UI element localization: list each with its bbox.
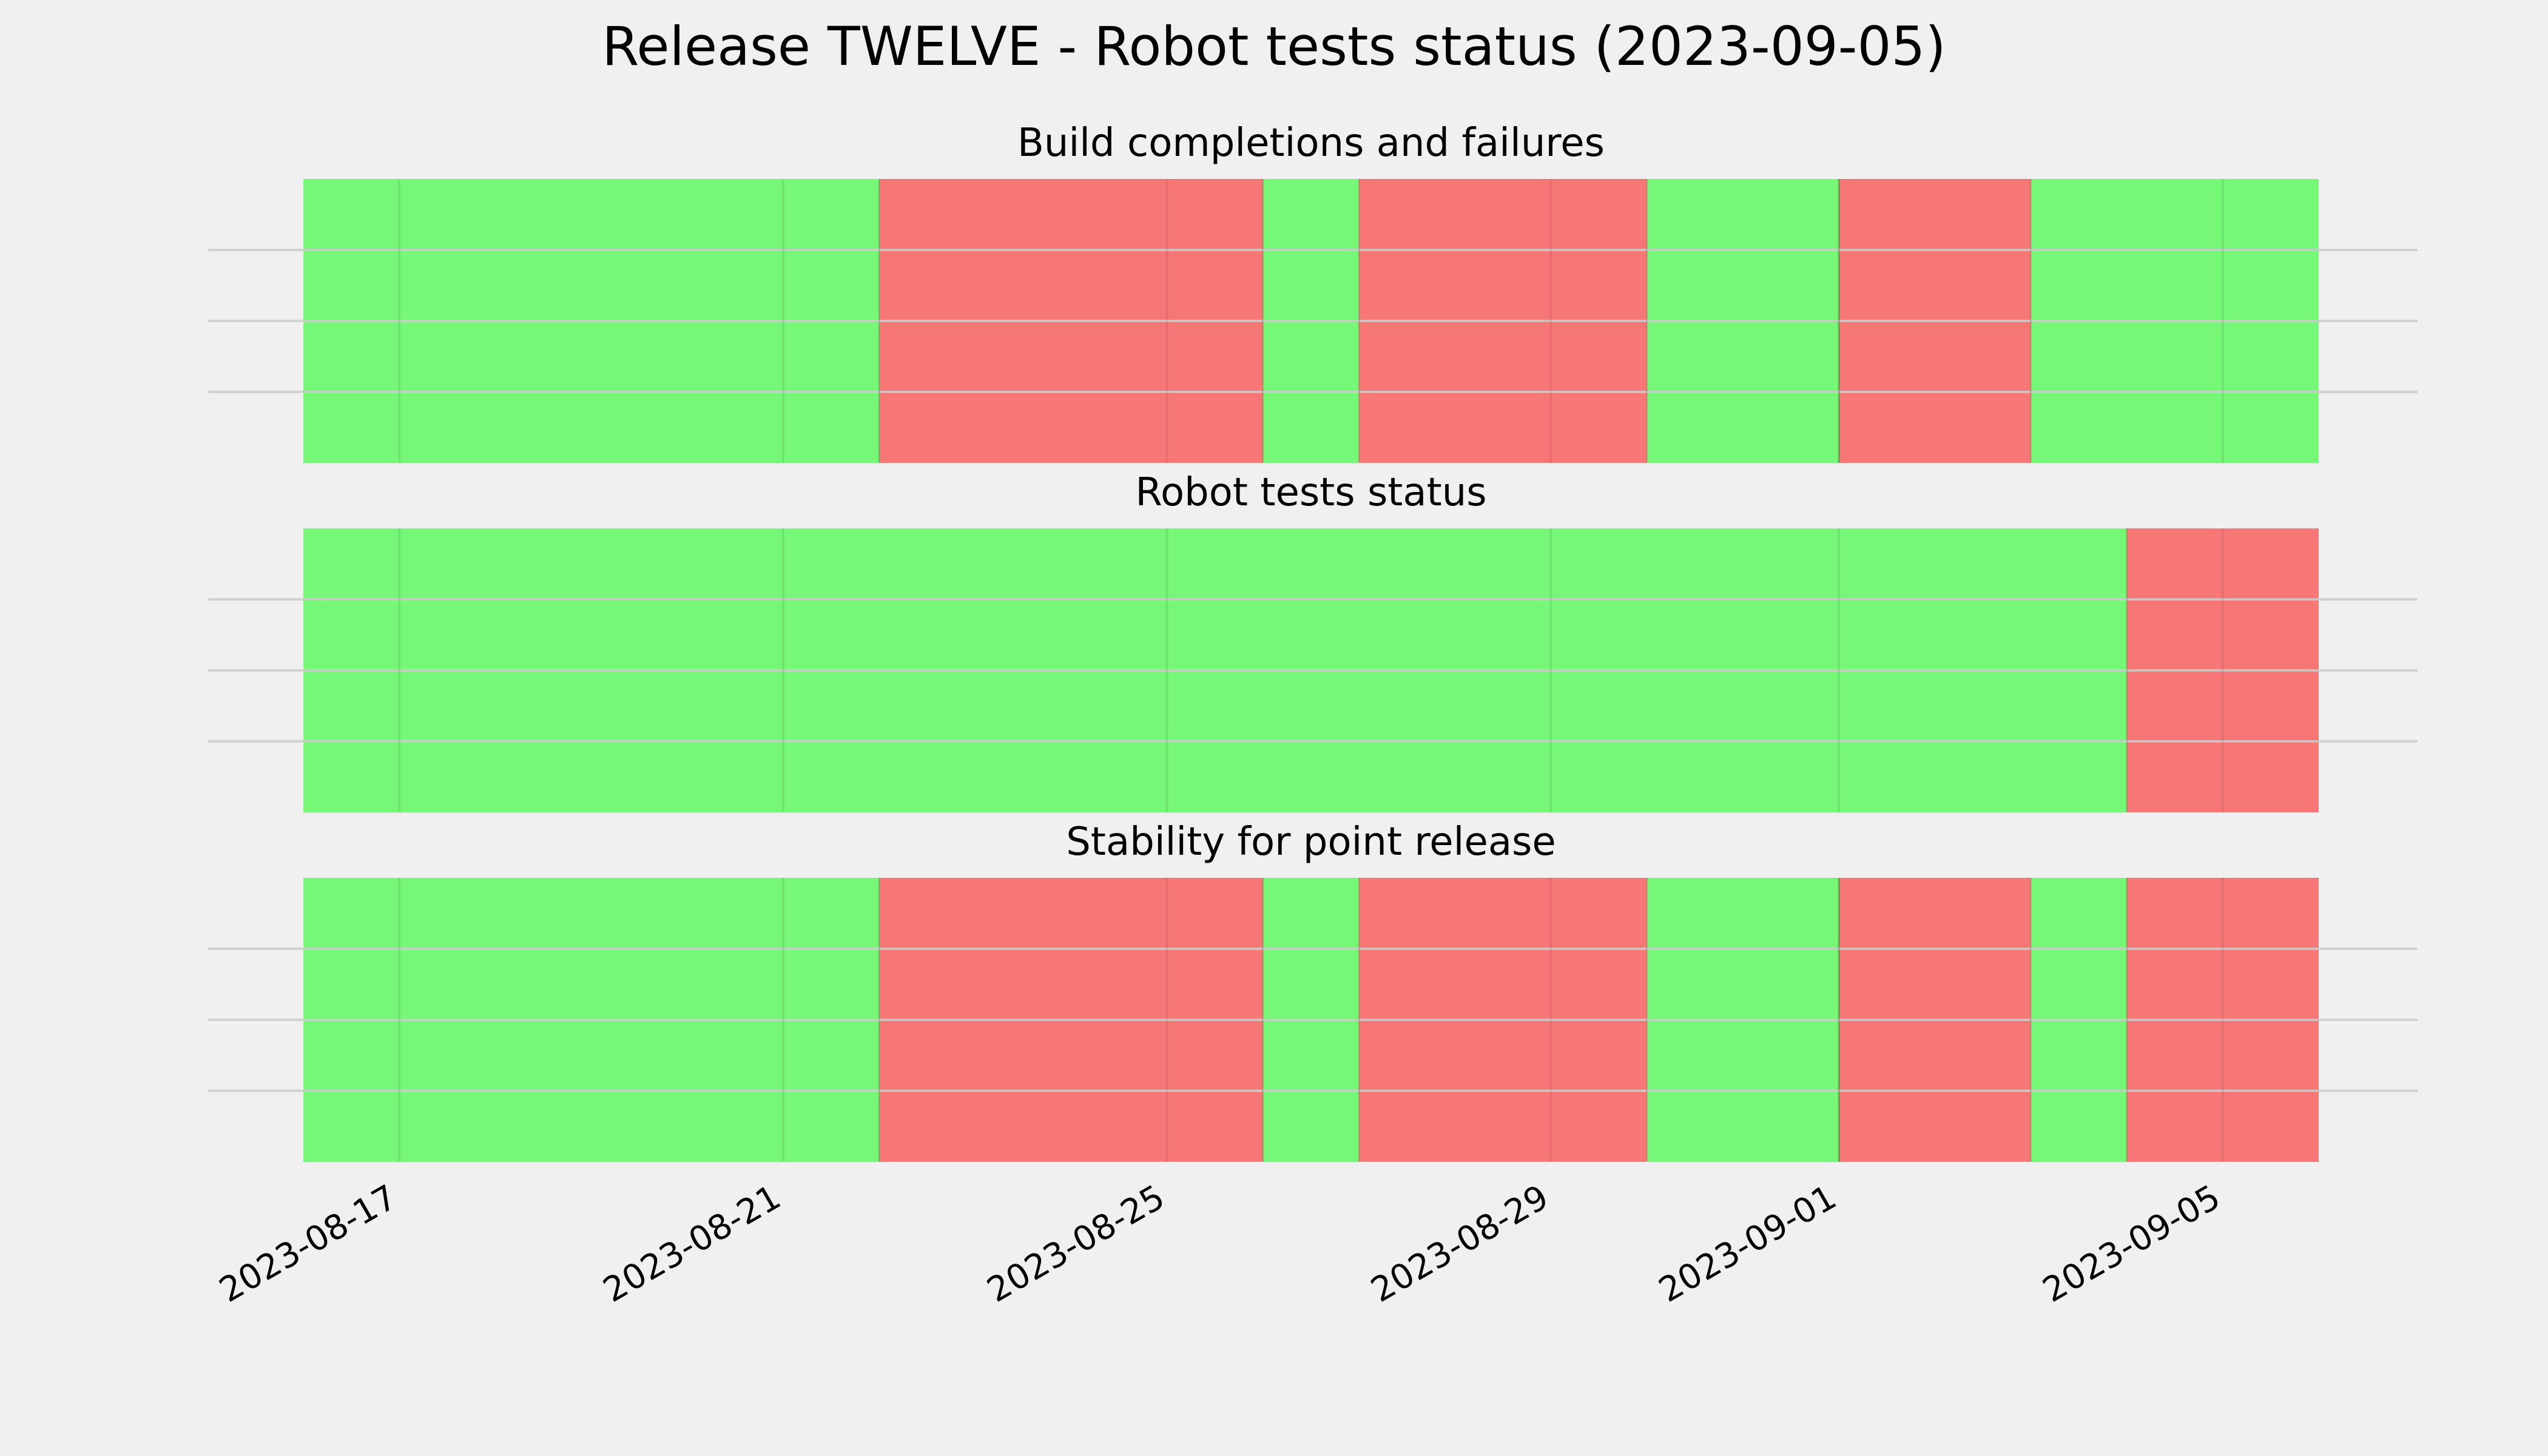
panel-3: Stability for point release [208,820,2418,1162]
panel-1: Build completions and failures [208,121,2418,463]
chart-title: Release TWELVE - Robot tests status (202… [602,15,1946,78]
panel-title: Robot tests status [1135,470,1486,515]
panel-title: Build completions and failures [1017,121,1605,166]
panel-title: Stability for point release [1066,820,1556,864]
panel-2: Robot tests status [208,470,2418,812]
panels: Build completions and failures Robot test… [208,121,2418,1162]
